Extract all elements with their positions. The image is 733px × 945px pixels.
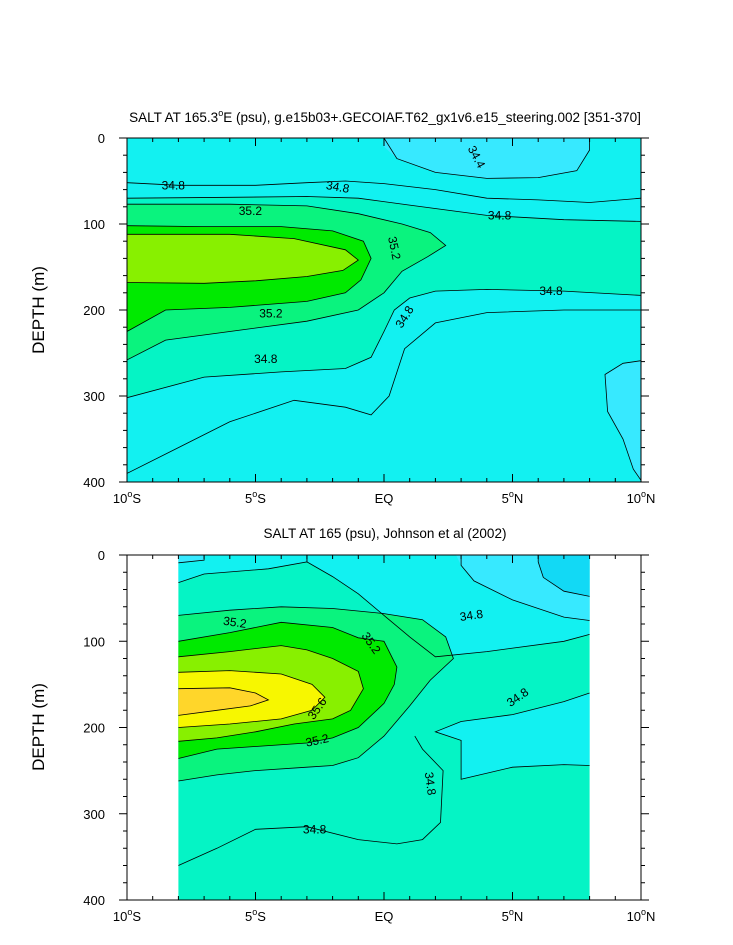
contour-label-text: 34.8 [325, 178, 351, 196]
x-tick-label: 5oS [245, 489, 266, 506]
x-tick-label: 5oN [502, 907, 524, 924]
contour-line [537, 555, 590, 597]
contour-line [383, 137, 590, 179]
y-tick-label: 200 [83, 721, 105, 736]
panel-top: SALT AT 165.3oE (psu), g.e15b03+.GECOIAF… [29, 108, 655, 506]
contour-fill-s344b [538, 555, 590, 597]
panel-bottom-title: SALT AT 165 (psu), Johnson et al (2002) [264, 526, 507, 541]
contour-label-text: 34.8 [459, 607, 484, 624]
contour-line [126, 196, 642, 222]
panel-top-axes: 10oS 5oS EQ 5oN 10oN 0 100 200 300 400 [83, 131, 655, 506]
panel-bottom: SALT AT 165 (psu), Johnson et al (2002) … [29, 526, 655, 924]
contour-line [178, 735, 444, 866]
contour-label: 34.8 [254, 352, 278, 366]
contour-line [126, 288, 642, 399]
contour-line [434, 692, 590, 780]
panel-bottom-contour-fills [178, 555, 590, 900]
contour-fill-s344 [605, 360, 641, 481]
contour-fill-s348 [178, 555, 307, 583]
y-tick-label: 0 [98, 131, 105, 146]
contour-fill-s348 [435, 693, 590, 780]
contour-label-text: 35.2 [385, 235, 404, 261]
contour-fill-s372 [178, 687, 269, 716]
contour-line [178, 645, 364, 742]
contour-line [178, 670, 326, 728]
contour-label-text: 34.8 [539, 284, 563, 298]
contour-label-text: 35.2 [239, 204, 263, 218]
panel-top-title: SALT AT 165.3oE (psu), g.e15b03+.GECOIAF… [129, 108, 641, 125]
y-tick-label: 0 [98, 548, 105, 563]
x-tick-label: 5oS [245, 907, 266, 924]
contour-label-text: 34.8 [254, 352, 278, 366]
panel-bottom-axes: 10oS 5oS EQ 5oN 10oN 0 100 200 300 400 [83, 548, 655, 924]
contour-line [178, 606, 454, 782]
contour-line [126, 233, 359, 284]
y-tick-label: 100 [83, 634, 105, 649]
contour-fill-s364 [127, 234, 359, 284]
y-tick-label: 300 [83, 807, 105, 822]
panel-top-y-axis-label: DEPTH (m) [29, 266, 48, 354]
contour-label: 35.2 [385, 235, 404, 261]
contour-label-text: 35.2 [259, 306, 283, 320]
y-tick-label: 200 [83, 303, 105, 318]
contour-label-text: 34.8 [488, 208, 512, 222]
contour-label: 34.8 [325, 178, 351, 196]
x-tick-label: EQ [375, 491, 394, 506]
panel-top-contour-lines [126, 137, 642, 481]
contour-label-text: 34.8 [162, 178, 186, 192]
y-tick-label: 400 [83, 475, 105, 490]
contour-label: 34.8 [488, 208, 512, 222]
y-tick-label: 400 [83, 893, 105, 908]
contour-label-text: 35.2 [304, 731, 330, 750]
contour-line [126, 309, 641, 474]
contour-label: 34.8 [459, 607, 484, 624]
contour-label: 35.2 [304, 731, 330, 750]
x-tick-label: 10oS [113, 489, 141, 506]
contour-label: 34.8 [422, 771, 439, 796]
x-tick-label: EQ [375, 909, 394, 924]
contour-label: 34.8 [539, 284, 563, 298]
contour-line [178, 621, 398, 759]
contour-line [126, 180, 642, 203]
contour-label-text: 35.2 [222, 614, 247, 631]
y-tick-label: 100 [83, 217, 105, 232]
panel-bottom-contour-lines [178, 555, 590, 866]
x-tick-label: 10oN [627, 489, 656, 506]
y-tick-label: 300 [83, 389, 105, 404]
contour-label: 34.8 [303, 822, 327, 836]
x-tick-label: 10oS [113, 907, 141, 924]
contour-line [126, 225, 372, 332]
contour-label: 35.2 [222, 614, 247, 631]
x-tick-label: 10oN [627, 907, 656, 924]
contour-line [460, 555, 590, 621]
contour-label: 34.8 [162, 178, 186, 192]
contour-label-text: 34.8 [422, 771, 439, 796]
contour-label: 35.2 [259, 306, 283, 320]
contour-line [126, 203, 447, 361]
contour-label-text: 34.8 [303, 822, 327, 836]
contour-line [604, 360, 642, 481]
contour-fill-s344 [384, 138, 590, 179]
contour-label: 35.2 [239, 204, 263, 218]
contour-line [306, 555, 590, 658]
contour-line [178, 687, 270, 716]
panel-bottom-y-axis-label: DEPTH (m) [29, 683, 48, 771]
x-tick-label: 5oN [502, 489, 524, 506]
